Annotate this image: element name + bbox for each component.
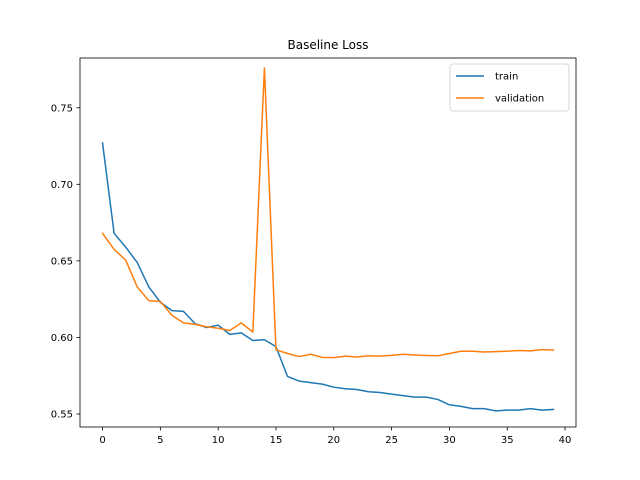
x-tick-label: 40	[559, 435, 572, 446]
x-tick-label: 25	[385, 435, 398, 446]
x-tick-label: 5	[157, 435, 163, 446]
legend-label: validation	[495, 94, 544, 105]
axes-layer: 0 5 10 15 20 25 30 35 40 0.55 0.60 0.65 0.70 0.75	[51, 57, 577, 446]
legend: train validation	[449, 63, 570, 112]
y-tick-label: 0.55	[51, 409, 73, 420]
plot-frame	[79, 57, 577, 428]
x-tick-label: 15	[270, 435, 283, 446]
x-tick-label: 30	[443, 435, 456, 446]
x-tick-label: 35	[501, 435, 514, 446]
chart-title: Baseline Loss	[287, 38, 368, 52]
x-tick-label: 20	[327, 435, 340, 446]
y-tick-label: 0.60	[51, 333, 73, 344]
x-tick-label: 0	[99, 435, 105, 446]
series-line-2	[101, 67, 555, 359]
y-tick-label: 0.70	[51, 180, 73, 191]
y-tick-label: 0.65	[51, 256, 73, 267]
series-layer	[101, 67, 555, 412]
series-line-1	[101, 142, 555, 412]
y-tick-label: 0.75	[51, 103, 73, 114]
x-tick-label: 10	[212, 435, 225, 446]
legend-label: train	[495, 72, 518, 83]
